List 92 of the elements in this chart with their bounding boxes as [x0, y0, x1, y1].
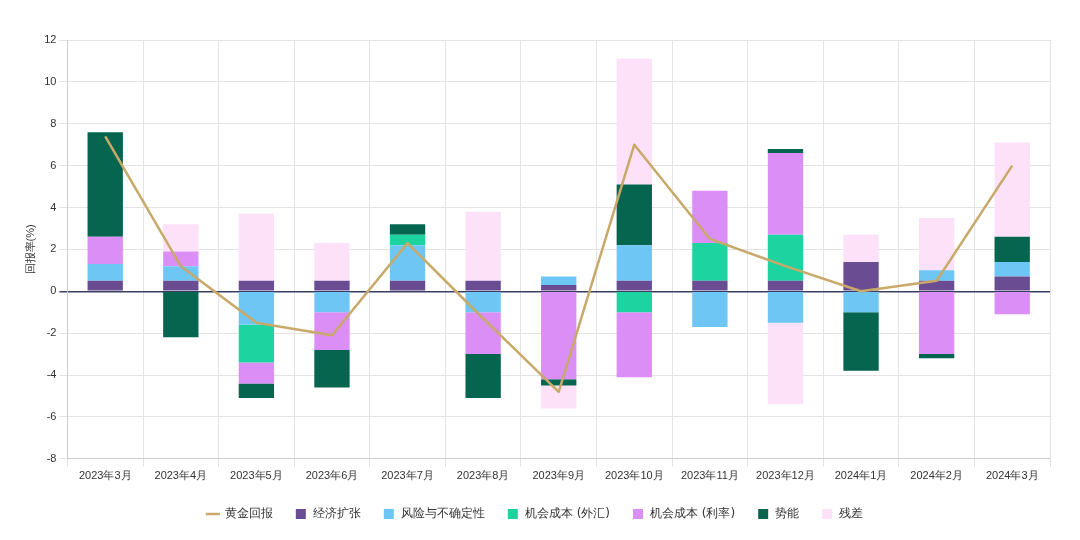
bar [994, 236, 1030, 262]
bar [843, 261, 879, 291]
x-tick-label: 2023年5月 [230, 469, 283, 482]
y-tick-label: -2 [46, 326, 57, 339]
bar [238, 383, 275, 399]
y-axis-title: 回报率(%) [23, 224, 36, 275]
bar [389, 224, 426, 235]
bar [389, 234, 426, 246]
bar [163, 224, 199, 252]
bar [238, 292, 275, 325]
bar [163, 280, 199, 291]
bar [994, 261, 1030, 277]
bar [616, 58, 652, 185]
x-tick-label: 2023年12月 [756, 469, 815, 482]
bar [843, 234, 879, 262]
legend-label: 经济扩张 [312, 506, 361, 521]
bar [616, 292, 652, 313]
bar [767, 322, 804, 405]
bar [692, 190, 728, 244]
x-tick-label: 2024年2月 [910, 469, 963, 482]
bar [465, 292, 501, 313]
bar [238, 213, 275, 281]
x-tick-label: 2023年8月 [456, 469, 510, 482]
bar [616, 280, 652, 291]
bar [238, 280, 275, 291]
bar [314, 312, 350, 350]
legend-label: 黄金回报 [224, 506, 273, 521]
bar [541, 285, 577, 291]
bar [87, 280, 123, 291]
bar [314, 349, 350, 388]
y-tick-label: -8 [46, 451, 57, 464]
bar [238, 324, 275, 363]
bar [541, 385, 577, 409]
bar [541, 276, 577, 285]
bar [314, 280, 350, 291]
bar [87, 236, 123, 265]
bar [465, 312, 501, 355]
bar [692, 292, 728, 327]
bar [994, 142, 1030, 237]
y-tick-label: -6 [46, 409, 57, 422]
bar [843, 312, 879, 371]
y-tick-label: -4 [46, 368, 57, 381]
y-tick-label: 0 [50, 284, 57, 297]
bar [918, 354, 955, 359]
y-tick-label: 2 [50, 242, 57, 255]
bar [767, 292, 804, 323]
bar [616, 245, 652, 281]
bar [314, 292, 350, 313]
bar [465, 211, 501, 281]
bar [692, 243, 728, 281]
bar [918, 292, 955, 355]
bar [238, 362, 275, 384]
x-tick-label: 2023年4月 [154, 469, 208, 482]
bar [767, 148, 804, 154]
bar [692, 280, 728, 291]
bar [767, 234, 804, 281]
bar [767, 153, 804, 235]
x-tick-label: 2023年7月 [381, 469, 434, 482]
bar [87, 132, 123, 237]
bar [465, 280, 501, 291]
y-tick-label: 6 [50, 158, 57, 171]
bar [163, 251, 199, 267]
legend-label: 残差 [839, 506, 864, 521]
legend-label: 机会成本 (外汇) [524, 506, 611, 521]
x-tick-label: 2024年1月 [834, 469, 888, 482]
x-tick-label: 2023年3月 [78, 469, 132, 482]
bar [163, 292, 199, 338]
bar [389, 245, 426, 281]
legend-label: 机会成本 (利率) [650, 506, 736, 521]
bar [843, 292, 879, 313]
legend-label: 风险与不确定性 [400, 506, 485, 521]
x-tick-label: 2024年3月 [985, 469, 1039, 482]
y-tick-label: 12 [44, 33, 57, 46]
bar [616, 184, 652, 246]
bar [994, 292, 1030, 315]
x-tick-label: 2023年11月 [680, 469, 739, 482]
x-tick-label: 2023年9月 [532, 469, 586, 482]
bar [994, 276, 1030, 291]
y-tick-label: 8 [50, 116, 57, 129]
bar [541, 292, 577, 380]
bar [465, 354, 501, 399]
bar [767, 280, 804, 291]
bar [616, 312, 652, 378]
x-tick-label: 2023年6月 [305, 469, 359, 482]
bar [389, 280, 426, 291]
legend-label: 势能 [775, 506, 800, 521]
y-tick-label: 4 [50, 200, 57, 213]
bar [87, 264, 123, 281]
y-tick-label: 10 [44, 74, 57, 87]
bar [314, 243, 350, 281]
x-tick-label: 2023年10月 [604, 469, 664, 482]
bar [918, 217, 955, 271]
